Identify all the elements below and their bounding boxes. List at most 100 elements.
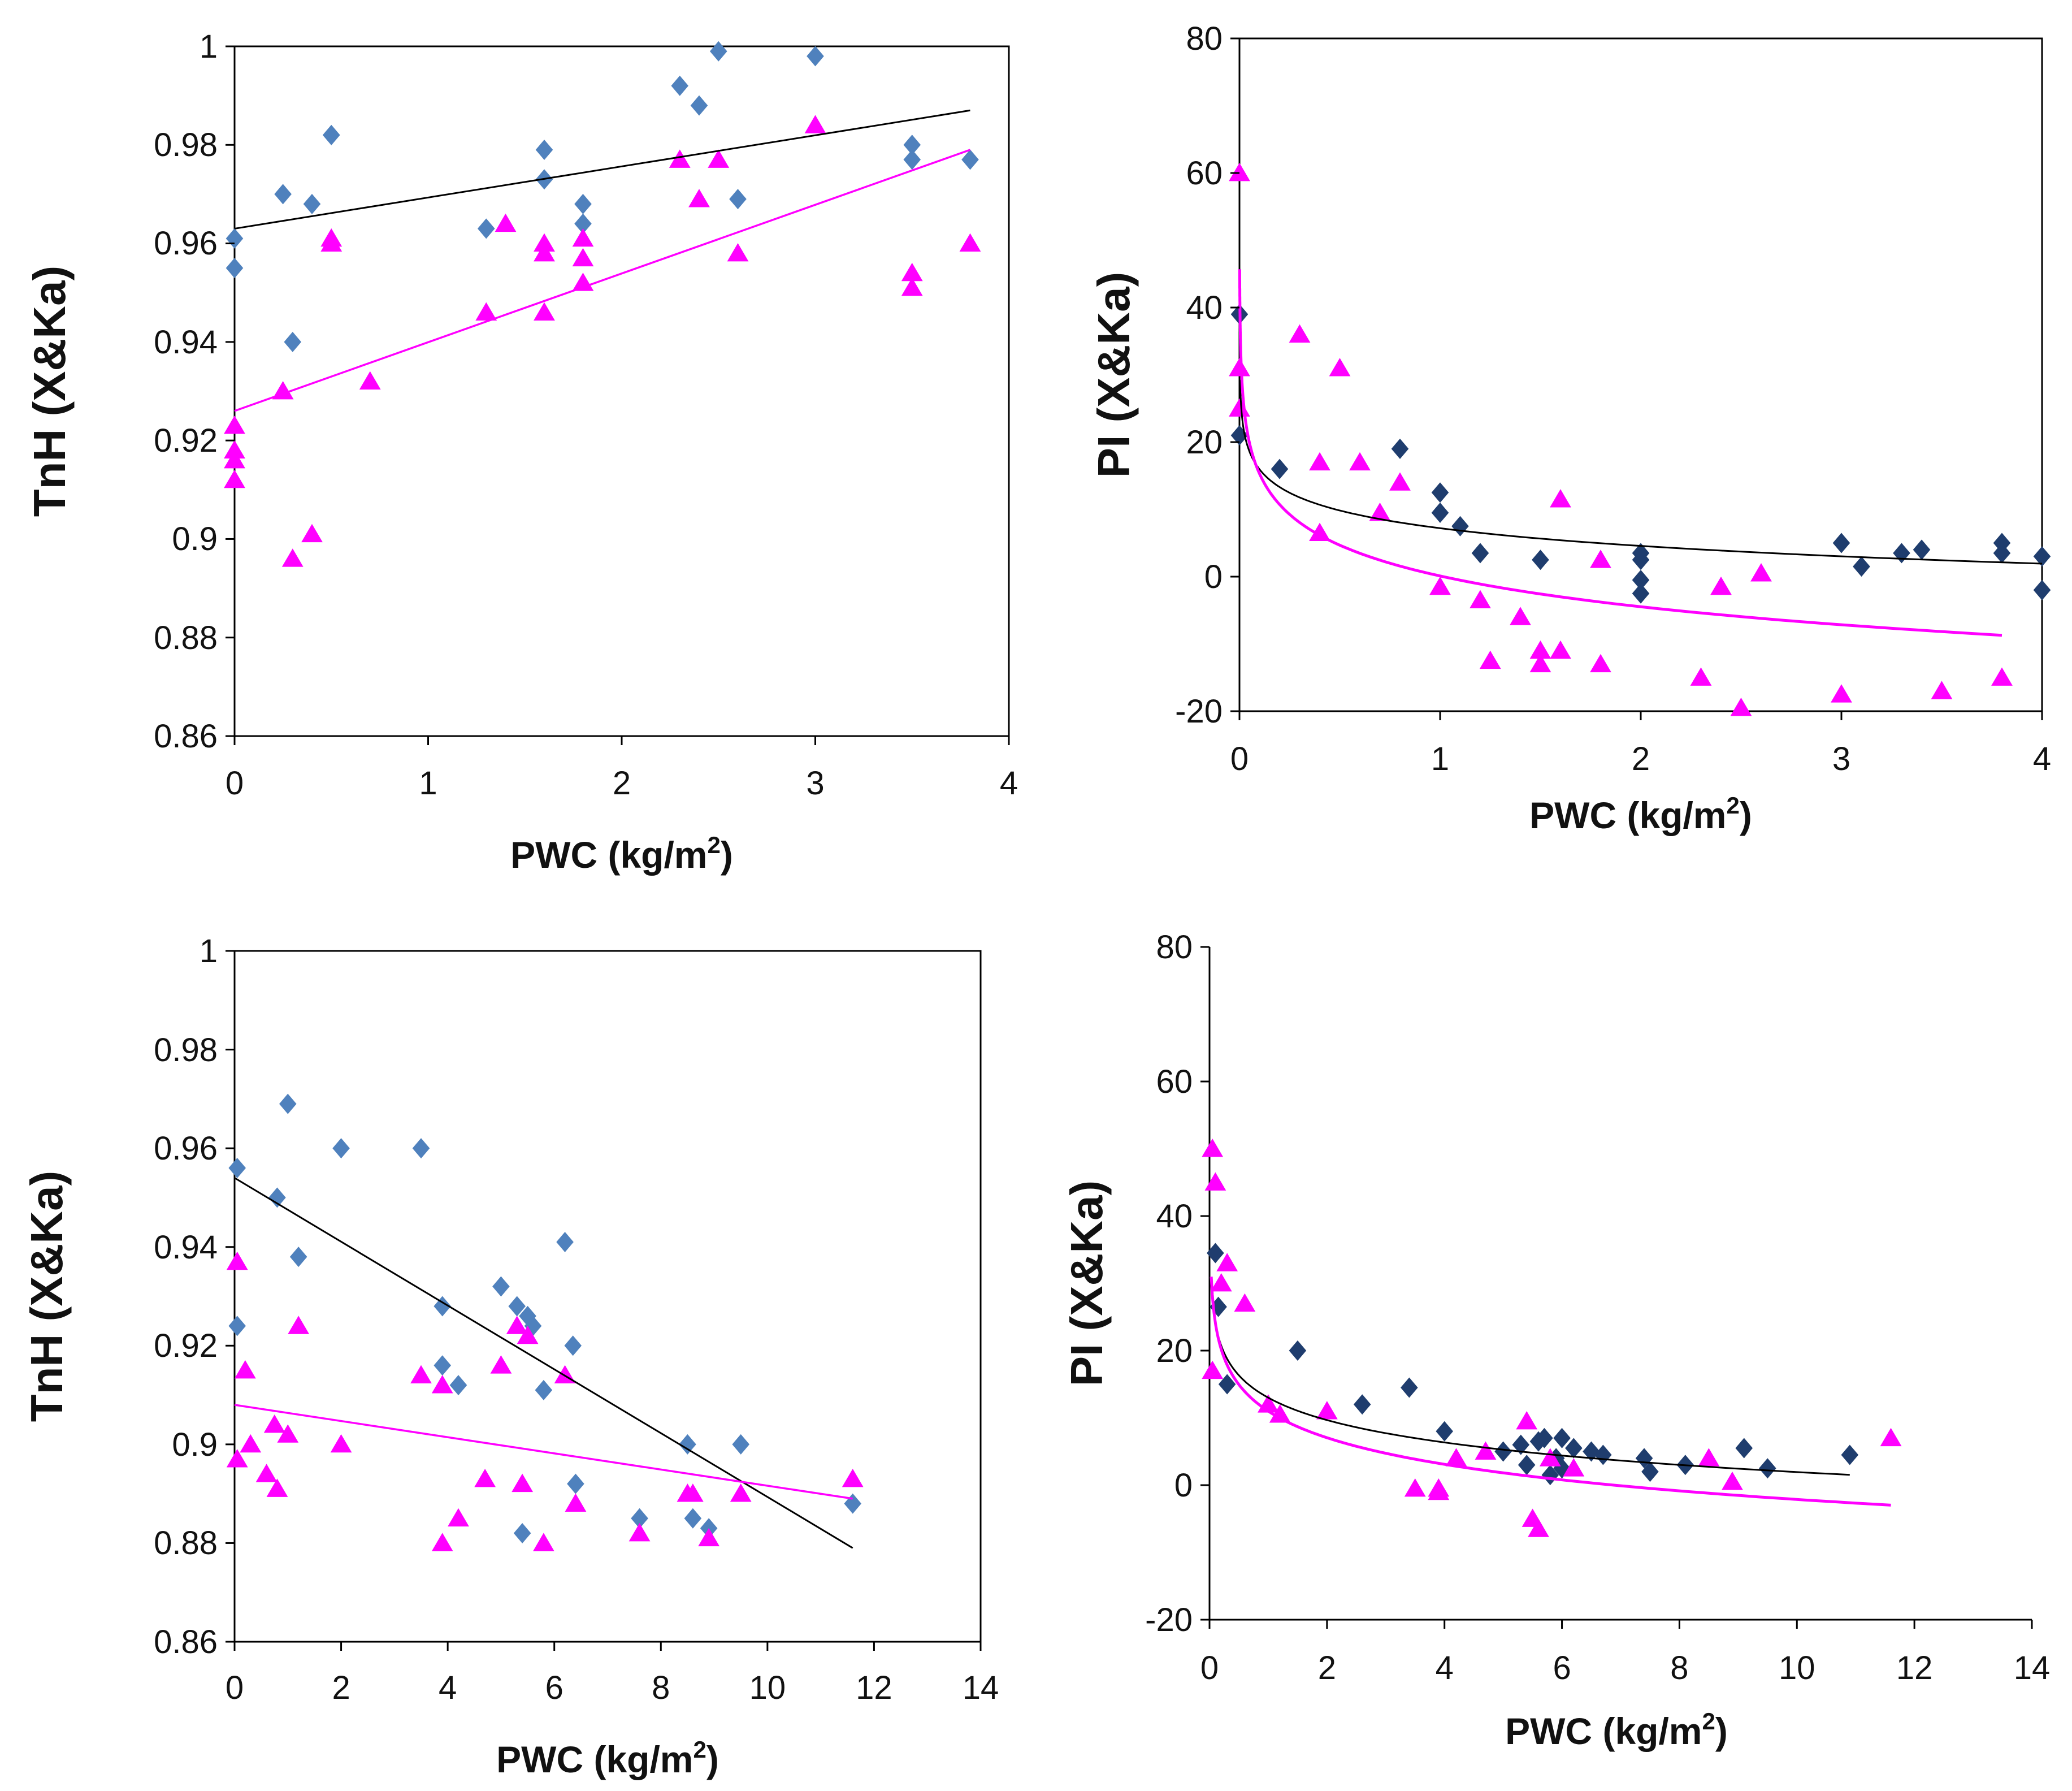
y-tick-label: 0.92 (154, 1327, 218, 1364)
triangle-point (842, 1468, 864, 1487)
diamond-point (1512, 1434, 1530, 1455)
diamond-point (732, 1434, 750, 1455)
triangle-point (410, 1365, 432, 1384)
diamond-point (1518, 1455, 1536, 1476)
trendline-black (1211, 1301, 1850, 1476)
diamond-point (1583, 1441, 1600, 1462)
triangle-point (727, 243, 749, 262)
triangle-point (1445, 1448, 1467, 1466)
diamond-point (477, 218, 495, 239)
y-tick-label: 1 (200, 28, 218, 65)
triangle-point (495, 213, 517, 232)
x-tick-label: 0 (1230, 741, 1249, 777)
triangle-point (804, 115, 826, 133)
triangle-point (490, 1355, 512, 1374)
triangle-point (1329, 358, 1351, 377)
panel-bottom-left: 0 2 4 6 8 10 12 14 0.86 0.88 0.9 0.92 0.… (21, 933, 999, 1780)
panel-top-left: 0 1 2 3 4 0.86 0.88 0.9 0.92 0.94 0.96 0… (24, 28, 1018, 876)
x-tick-label: 4 (439, 1669, 457, 1706)
x-tick-label: 4 (1436, 1650, 1454, 1686)
diamond-point (690, 95, 708, 116)
diamond-point (492, 1276, 510, 1297)
triangle-point (330, 1434, 352, 1453)
triangle-point (1539, 1448, 1561, 1466)
triangle-point (1470, 590, 1491, 609)
triangle-point (301, 524, 323, 543)
x-tick-label: 2 (1632, 741, 1650, 777)
diamond-point (1641, 1461, 1659, 1482)
y-axis-label: PI (X&Ka) (1089, 272, 1139, 478)
diamond-point (679, 1434, 696, 1455)
triangle-point (1563, 1458, 1585, 1477)
y-tick-label: 0.86 (154, 1624, 218, 1660)
triangle-point (1730, 698, 1752, 716)
triangle-point (1516, 1411, 1538, 1430)
diamond-point (519, 1305, 536, 1326)
x-tick-label: 10 (749, 1669, 786, 1706)
trendline-magenta (234, 1404, 853, 1500)
diamond-point (1536, 1427, 1553, 1448)
diamond-point (1471, 543, 1489, 564)
diamond-point (1735, 1438, 1753, 1459)
y-tick-label: -20 (1175, 693, 1223, 730)
triangle-point (1429, 576, 1451, 595)
triangle-point (1389, 472, 1411, 491)
plot-frame (1238, 37, 2043, 712)
triangle-point (901, 262, 923, 282)
diamond-point (1494, 1441, 1512, 1462)
triangle-point (277, 1424, 299, 1443)
diamond-point (228, 1316, 246, 1336)
triangle-point (901, 278, 923, 296)
y-tick-label: 0.9 (172, 1426, 218, 1463)
y-tick-label: 40 (1186, 289, 1223, 326)
diamond-point (807, 46, 824, 67)
y-tick-label: 60 (1186, 155, 1223, 192)
triangle-point (240, 1434, 262, 1453)
y-tick-label: 60 (1156, 1063, 1193, 1100)
triangle-point (288, 1316, 310, 1334)
triangle-point (1590, 654, 1611, 673)
triangle-point (730, 1483, 752, 1502)
triangle-point (1880, 1427, 1902, 1447)
triangle-point (1710, 576, 1732, 595)
y-tick-label: 1 (200, 933, 218, 970)
triangle-point (475, 302, 497, 321)
triangle-point (572, 248, 594, 267)
triangle-point (234, 1360, 256, 1379)
triangle-point (1722, 1472, 1743, 1490)
x-tick-label: 14 (2014, 1650, 2051, 1686)
triangle-point (534, 233, 555, 252)
diamond-point (449, 1375, 467, 1396)
triangle-point (1369, 502, 1391, 521)
triangle-point (431, 1375, 453, 1394)
trendline-black (1239, 379, 2043, 565)
triangle-point (688, 189, 710, 207)
diamond-point (508, 1296, 526, 1317)
x-tick-label: 12 (1896, 1650, 1933, 1686)
x-tick-label: 10 (1779, 1650, 1815, 1686)
y-tick-label: -20 (1145, 1602, 1193, 1638)
y-tick-label: 0.88 (154, 620, 218, 656)
triangle-point (565, 1493, 587, 1512)
diamond-point (2033, 579, 2051, 600)
trendline-black (234, 1177, 853, 1549)
diamond-point (412, 1138, 430, 1159)
triangle-point (474, 1468, 496, 1487)
diamond-point (1841, 1444, 1859, 1465)
triangle-point (698, 1528, 720, 1547)
triangle-point (1210, 1273, 1232, 1292)
triangle-point (224, 450, 245, 469)
diamond-point (1532, 550, 1549, 570)
diamond-point (671, 75, 689, 96)
triangle-point (1289, 324, 1311, 343)
triangle-point (255, 1464, 278, 1482)
triangle-point (1349, 452, 1371, 471)
triangle-point (224, 469, 245, 488)
plot-frame (233, 45, 1010, 737)
x-tick-label: 0 (1200, 1650, 1219, 1686)
triangle-point (1510, 607, 1531, 625)
triangle-point (1698, 1448, 1720, 1466)
triangle-point (359, 371, 381, 390)
triangle-point (682, 1483, 704, 1502)
